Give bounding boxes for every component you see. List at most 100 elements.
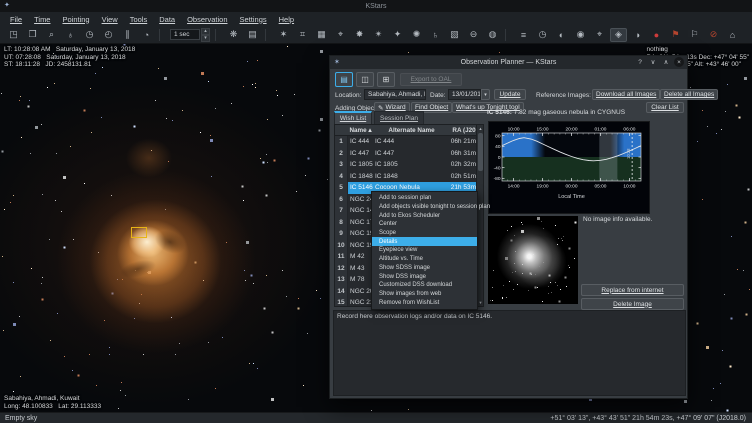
eye-icon[interactable]: ◉ <box>576 29 585 39</box>
download-all-images-button[interactable]: Download all Images <box>592 89 661 100</box>
grab-icon[interactable]: ◳ <box>9 29 18 39</box>
color-scheme-icon[interactable]: ◑ <box>634 29 641 40</box>
context-item-altitude-vs-time[interactable]: Altitude vs. Time <box>379 256 424 263</box>
horizon-icon[interactable]: ⊖ <box>469 29 478 39</box>
context-item-add-to-ekos-scheduler[interactable]: Add to Ekos Scheduler <box>379 212 441 219</box>
context-item-center[interactable]: Center <box>379 221 398 228</box>
column-header[interactable] <box>335 125 348 135</box>
find-object-icon[interactable]: ⌕ <box>48 29 55 39</box>
menu-data[interactable]: Data <box>159 14 176 24</box>
column-header[interactable]: Alternate Name <box>388 126 435 134</box>
menu-help[interactable]: Help <box>278 14 295 24</box>
save-wishlist-button[interactable]: ◫ <box>356 72 374 87</box>
window-icon[interactable]: ❐ <box>28 29 37 39</box>
export-to-oal-button[interactable]: Export to OAL <box>400 73 462 86</box>
menu-tools[interactable]: Tools <box>129 14 148 24</box>
context-item-add-objects-visible-tonight-to-session-plan[interactable]: Add objects visible tonight to session p… <box>379 204 491 211</box>
dialog-titlebar[interactable]: ✶ Observation Planner — KStars ? ∨ ∧ × <box>330 56 687 69</box>
fits-viewer-icon[interactable]: ▤ <box>248 29 257 39</box>
gray-flag-icon[interactable]: ⚐ <box>690 29 699 39</box>
replace-from-internet-button[interactable]: Replace from internet <box>581 284 684 296</box>
observatory-icon[interactable]: ⌂ <box>729 29 736 40</box>
menu-observation[interactable]: Observation <box>187 14 228 24</box>
date-dropdown-button[interactable]: ▾ <box>481 89 490 100</box>
context-item-show-images-from-web[interactable]: Show images from web <box>379 290 442 297</box>
context-item-show-sdss-image[interactable]: Show SDSS image <box>379 264 431 271</box>
crosshair-icon[interactable]: ⌖ <box>337 29 344 39</box>
scroll-up-icon[interactable]: ▲ <box>478 126 483 131</box>
context-item-customized-dss-download[interactable]: Customized DSS download <box>379 282 453 289</box>
time-info-box[interactable]: LT: 10:28:08 AM Saturday, January 13, 20… <box>4 46 135 69</box>
clear-list-button[interactable]: Clear List <box>646 102 684 113</box>
deep-sky-icon[interactable]: ✸ <box>355 29 364 39</box>
context-item-add-to-session-plan[interactable]: Add to session plan <box>379 195 432 202</box>
context-item-details[interactable]: Details <box>372 237 477 247</box>
planet-icon[interactable]: ♄ <box>432 29 439 40</box>
chart-icon[interactable]: ◍ <box>488 29 497 39</box>
tab-session-plan[interactable]: Session Plan <box>374 111 424 124</box>
constellation-lines-icon[interactable]: ⌗ <box>299 29 306 39</box>
time-step-up-icon[interactable]: ▴ <box>201 27 210 35</box>
context-item-eyepiece-view[interactable]: Eyepiece view <box>379 247 418 254</box>
advance-clock-icon[interactable]: ◔ <box>143 29 150 40</box>
coordinate-grid-icon[interactable]: ▦ <box>317 29 326 39</box>
record-icon[interactable]: ● <box>653 29 660 40</box>
dss-object-image[interactable] <box>488 216 578 304</box>
dialog-minimize-button[interactable]: ∨ <box>650 59 656 66</box>
save-wishlist-as-button[interactable]: ⊞ <box>377 72 395 87</box>
table-row[interactable]: 4 IC 1848 IC 1848 02h 51m <box>335 170 478 182</box>
hourglass-icon[interactable]: ◐ <box>558 29 565 40</box>
scroll-down-icon[interactable]: ▼ <box>478 300 483 305</box>
context-item-remove-from-wishlist[interactable]: Remove from WishList <box>379 299 440 306</box>
dialog-help-button[interactable]: ? <box>638 58 642 66</box>
time-box-icon[interactable]: ◷ <box>538 29 547 39</box>
dialog-close-button[interactable]: × <box>674 57 684 67</box>
menu-pointing[interactable]: Pointing <box>62 14 90 24</box>
asteroid-icon[interactable]: ✦ <box>393 29 402 39</box>
menu-file[interactable]: File <box>10 14 23 24</box>
column-header[interactable]: RA (J20 <box>452 126 476 134</box>
location-value[interactable]: Sabahiya, Ahmadi, Kuwait <box>364 89 426 100</box>
time-step-value[interactable]: 1 sec <box>170 29 200 40</box>
whats-up-tonight-button[interactable]: What's up Tonight tool <box>452 102 524 113</box>
table-row[interactable]: 2 IC 447 IC 447 06h 31m <box>335 147 478 159</box>
comet-icon[interactable]: ✴ <box>374 29 383 39</box>
time-step-box[interactable]: 1 sec ▴ ▾ <box>170 27 210 42</box>
menu-view[interactable]: View <box>101 14 118 24</box>
open-wishlist-button[interactable]: ▤ <box>335 72 353 87</box>
update-button[interactable]: Update <box>494 89 526 100</box>
dialog-maximize-button[interactable]: ∧ <box>663 59 669 66</box>
context-item-scope[interactable]: Scope <box>379 230 397 237</box>
menu-time[interactable]: Time <box>34 14 51 24</box>
table-row[interactable]: 11 M 42 <box>335 251 478 263</box>
date-field[interactable]: 13/01/2018 <box>448 89 481 100</box>
stars-icon[interactable]: ✶ <box>279 29 288 39</box>
geo-info-box[interactable]: Sabahiya, Ahmadi, Kuwait Long: 48.100833 … <box>4 395 101 410</box>
lock-position-icon[interactable]: ◈ <box>610 27 627 42</box>
delete-image-button[interactable]: Delete Image <box>581 298 684 310</box>
geographic-icon[interactable]: ♁ <box>67 29 74 40</box>
stop-clock-icon[interactable]: ∥ <box>125 29 130 39</box>
table-row[interactable]: 13 M 78 <box>335 274 478 286</box>
time-to-now-icon[interactable]: ◴ <box>104 29 113 39</box>
supernova-icon[interactable]: ✺ <box>412 29 421 39</box>
table-row[interactable]: 1 IC 444 IC 444 06h 21m <box>335 136 478 148</box>
info-boxes-icon[interactable]: ≡ <box>520 29 527 40</box>
milky-way-icon[interactable]: ▧ <box>450 29 459 39</box>
set-time-icon[interactable]: ◷ <box>85 29 94 39</box>
no-trail-icon[interactable]: ⊘ <box>709 29 718 39</box>
observation-notes-textarea[interactable]: Record here observation logs and/or data… <box>333 310 686 396</box>
target-icon[interactable]: ⌖ <box>596 29 603 39</box>
find-object-button[interactable]: Find Object <box>411 102 453 113</box>
table-row[interactable]: 5 IC 5146 Cocoon Nebula 21h 53m <box>335 182 478 194</box>
table-row[interactable]: 12 M 43 <box>335 262 478 274</box>
time-step-down-icon[interactable]: ▾ <box>201 34 210 42</box>
scrollbar-thumb[interactable] <box>478 133 483 171</box>
